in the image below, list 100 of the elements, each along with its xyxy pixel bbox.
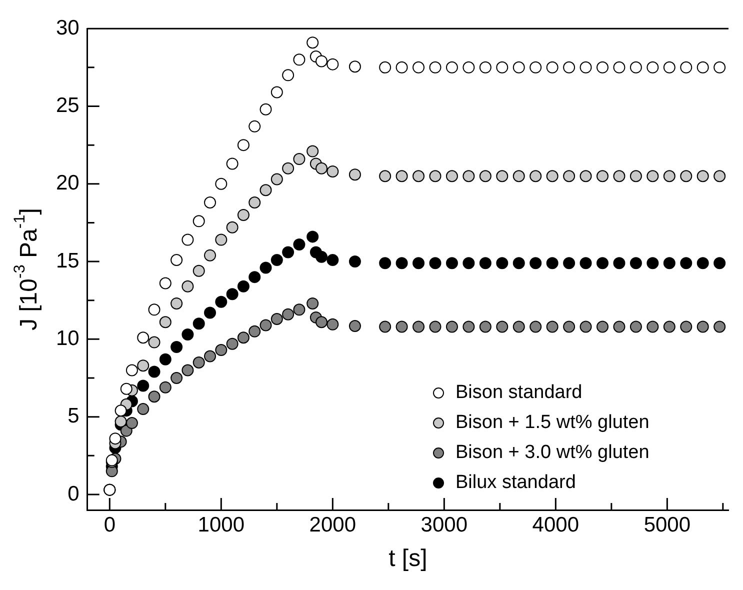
point (148, 390, 160, 403)
y-tick-label: 25 (56, 94, 80, 118)
point (580, 320, 592, 333)
point (159, 381, 172, 394)
point (412, 320, 425, 333)
point (680, 257, 692, 270)
point (316, 316, 328, 328)
point (159, 316, 172, 328)
point (316, 250, 328, 263)
point (446, 320, 458, 333)
point (479, 170, 492, 182)
point (379, 257, 392, 270)
point (630, 170, 642, 182)
point (646, 320, 659, 333)
point (396, 320, 408, 333)
point (182, 364, 194, 376)
point (714, 320, 726, 333)
point (512, 257, 525, 270)
point (379, 170, 392, 182)
point (512, 320, 525, 333)
point (137, 360, 150, 372)
x-tick-label: 1000 (198, 513, 245, 536)
point (563, 320, 576, 333)
point (293, 238, 306, 250)
y-tick-label: 30 (56, 16, 80, 40)
point (114, 415, 127, 428)
point (646, 170, 659, 182)
x-tick-label: 2000 (309, 513, 356, 536)
point (120, 382, 132, 395)
point (226, 221, 238, 234)
point (248, 271, 261, 284)
point (293, 153, 306, 166)
point (596, 170, 608, 182)
point (379, 320, 392, 333)
point (293, 304, 306, 316)
point (237, 332, 250, 344)
point (429, 170, 442, 182)
point (215, 234, 228, 246)
point (496, 320, 508, 333)
point (237, 280, 250, 292)
point (663, 320, 676, 333)
point (260, 184, 272, 196)
point (306, 230, 319, 243)
point (714, 257, 726, 270)
y-tick-label: 10 (56, 326, 80, 350)
point (282, 246, 294, 258)
point (546, 170, 558, 182)
point (348, 168, 361, 181)
point (630, 257, 642, 270)
point (215, 296, 228, 308)
x-tick-label: 0 (104, 513, 116, 536)
y-tick-label: 5 (68, 404, 80, 428)
point (306, 297, 319, 310)
point (714, 170, 726, 182)
point (696, 170, 709, 182)
point (630, 320, 642, 333)
point (696, 257, 709, 270)
point (479, 320, 492, 333)
point (204, 350, 216, 362)
point (696, 320, 709, 333)
point (496, 170, 508, 182)
point (546, 257, 558, 270)
y-tick-label: 20 (56, 172, 80, 195)
point (530, 257, 542, 270)
point (126, 417, 138, 430)
y-tick-label: 0 (68, 482, 80, 506)
point (248, 325, 261, 338)
point (396, 257, 408, 270)
point (260, 262, 272, 274)
point (270, 312, 283, 325)
point (613, 170, 626, 182)
point (148, 366, 160, 378)
point (215, 344, 228, 356)
point (226, 288, 238, 300)
point (613, 257, 626, 270)
point (446, 257, 458, 270)
point (596, 257, 608, 270)
point (159, 353, 172, 366)
point (462, 170, 475, 182)
x-tick-label: 4000 (532, 513, 580, 536)
point (429, 257, 442, 270)
point (270, 173, 283, 186)
point (530, 170, 542, 182)
point (170, 340, 183, 353)
x-axis-title: t [s] (388, 545, 428, 572)
point (663, 170, 676, 182)
x-tick-label: 5000 (644, 513, 691, 536)
point (412, 170, 425, 182)
point (479, 257, 492, 270)
point (326, 165, 339, 178)
point (596, 320, 608, 333)
point (170, 297, 183, 310)
point (646, 257, 659, 270)
point (316, 162, 328, 174)
point (282, 162, 294, 174)
point (270, 254, 283, 266)
point (512, 170, 525, 182)
legend-label: Bison + 1.5 wt% gluten (456, 412, 650, 434)
point (663, 257, 676, 270)
point (546, 320, 558, 333)
